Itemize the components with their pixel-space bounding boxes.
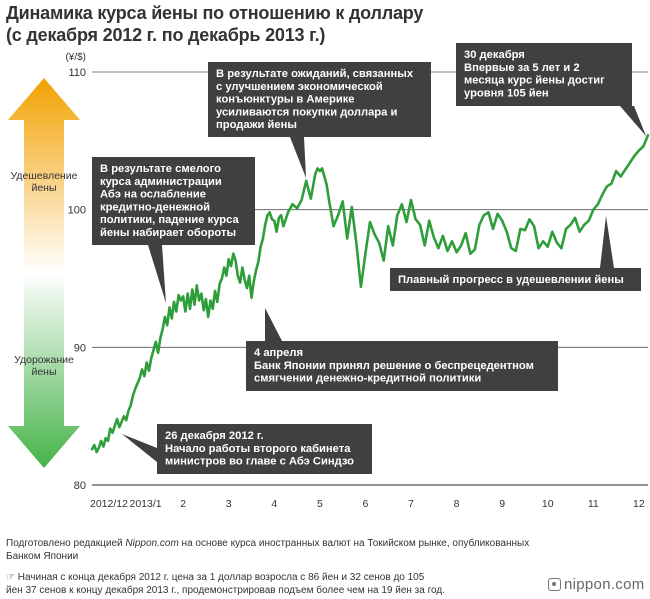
callout-pointer-gradual [600, 216, 614, 268]
callout-box-usa [208, 62, 431, 137]
callout-box-dec30 [456, 43, 632, 106]
direction-sidebar: Удешевление йены Удорожание йены [8, 78, 80, 468]
callout-pointer-usa [290, 137, 306, 178]
source-prefix: Подготовлено редакцией [6, 538, 126, 549]
source-site: Nippon.com [125, 538, 179, 549]
series-line [90, 134, 650, 454]
callout-text-apr4: Банк Японии принял решение о беспрецеден… [254, 360, 534, 372]
callout-text-apr4: смягчении денежно-кредитной политики [254, 373, 481, 385]
callout-text-usa: усиливаются покупки доллара и [216, 106, 397, 118]
callout-text-bold: кредитно-денежной [100, 201, 210, 213]
callout-text-dec26: министров во главе с Абэ Синдзо [165, 456, 354, 468]
callout-box-dec26 [157, 424, 372, 474]
direction-arrow [8, 78, 80, 468]
callout-pointer-dec30 [620, 106, 646, 136]
callout-pointer-bold [148, 245, 166, 303]
x-tick-label: 2013/1 [130, 498, 162, 510]
callout-box-bold [92, 157, 255, 245]
strengthening-label: Удорожание йены [14, 354, 74, 378]
callout-text-usa: с улучшением экономической [216, 81, 383, 93]
callout-text-dec26: Начало работы второго кабинета [165, 443, 351, 455]
weakening-label: Удешевление йены [10, 170, 78, 194]
callout-text-bold: Абэ на ослабление [100, 189, 206, 201]
source-rest: на основе курса иностранных валют на Ток… [178, 538, 530, 549]
source-note: Подготовлено редакцией Nippon.com на осн… [6, 537, 529, 563]
callout-pointer-apr4 [265, 308, 282, 341]
nippon-logo: nippon.com [548, 576, 645, 593]
source-line2: Банком Японии [6, 551, 79, 562]
x-tick-label: 7 [408, 498, 414, 510]
y-tick-label: 100 [68, 205, 86, 217]
callout-text-apr4: 4 апреля [254, 347, 303, 359]
direction-gradient-arrow [8, 78, 80, 468]
y-tick-label: 110 [68, 67, 86, 79]
summary-line2: йен 37 сенов к концу декабря 2013 г., пр… [6, 585, 445, 596]
callout-pointer-dec26 [122, 434, 157, 462]
y-tick-label: 90 [74, 342, 86, 354]
callout-text-bold: политики, падение курса [100, 214, 239, 226]
callout-box-gradual [390, 268, 641, 291]
logo-text: nippon.com [564, 576, 645, 593]
callout-text-dec26: 26 декабря 2012 г. [165, 430, 264, 442]
callout-text-dec30: месяца курс йены достиг [464, 75, 605, 87]
callout-text-bold: В результате смелого [100, 163, 221, 175]
logo-icon [548, 578, 561, 591]
callout-text-dec30: 30 декабря [464, 49, 525, 61]
callout-text-bold: курса администрации [100, 176, 222, 188]
callout-text-bold: йены набирает обороты [100, 227, 236, 239]
x-tick-label: 6 [363, 498, 369, 510]
callout-text-usa: продажи йены [216, 119, 297, 131]
chart-title: Динамика курса йены по отношению к долла… [6, 2, 423, 46]
summary-note: ☞ Начиная с конца декабря 2012 г. цена з… [6, 571, 445, 597]
x-tick-label: 8 [454, 498, 460, 510]
x-tick-label: 2 [180, 498, 186, 510]
x-tick-label: 3 [226, 498, 232, 510]
x-tick-label: 5 [317, 498, 323, 510]
summary-line1: ☞ Начиная с конца декабря 2012 г. цена з… [6, 572, 425, 583]
yen-dollar-line-chart: 80 90 100 110 (¥/$) 2012/12 2013/1 2 3 4 5 6 7 8 9 10 11… [65, 43, 650, 510]
callout-box-apr4 [246, 341, 558, 391]
callout-text-dec30: Впервые за 5 лет и 2 [464, 62, 580, 74]
callout-text-gradual: Плавный прогресс в удешевлении йены [398, 274, 624, 286]
y-tick-label: 80 [74, 480, 86, 492]
x-tick-label: 10 [542, 498, 554, 510]
chart-title-line2: (с декабря 2012 г. по декабрь 2013 г.) [6, 25, 326, 45]
chart-title-line1: Динамика курса йены по отношению к долла… [6, 3, 424, 23]
x-tick-label: 12 [633, 498, 645, 510]
callout-text-usa: конъюнктуры в Америке [216, 94, 355, 106]
callout-text-dec30: уровня 105 йен [464, 87, 549, 99]
x-tick-label: 2012/12 [90, 498, 128, 510]
x-tick-label: 11 [588, 498, 599, 510]
x-tick-label: 9 [499, 498, 505, 510]
callout-text-usa: В результате ожиданий, связанных [216, 68, 414, 80]
x-tick-label: 4 [271, 498, 277, 510]
y-axis-unit: (¥/$) [65, 52, 86, 63]
